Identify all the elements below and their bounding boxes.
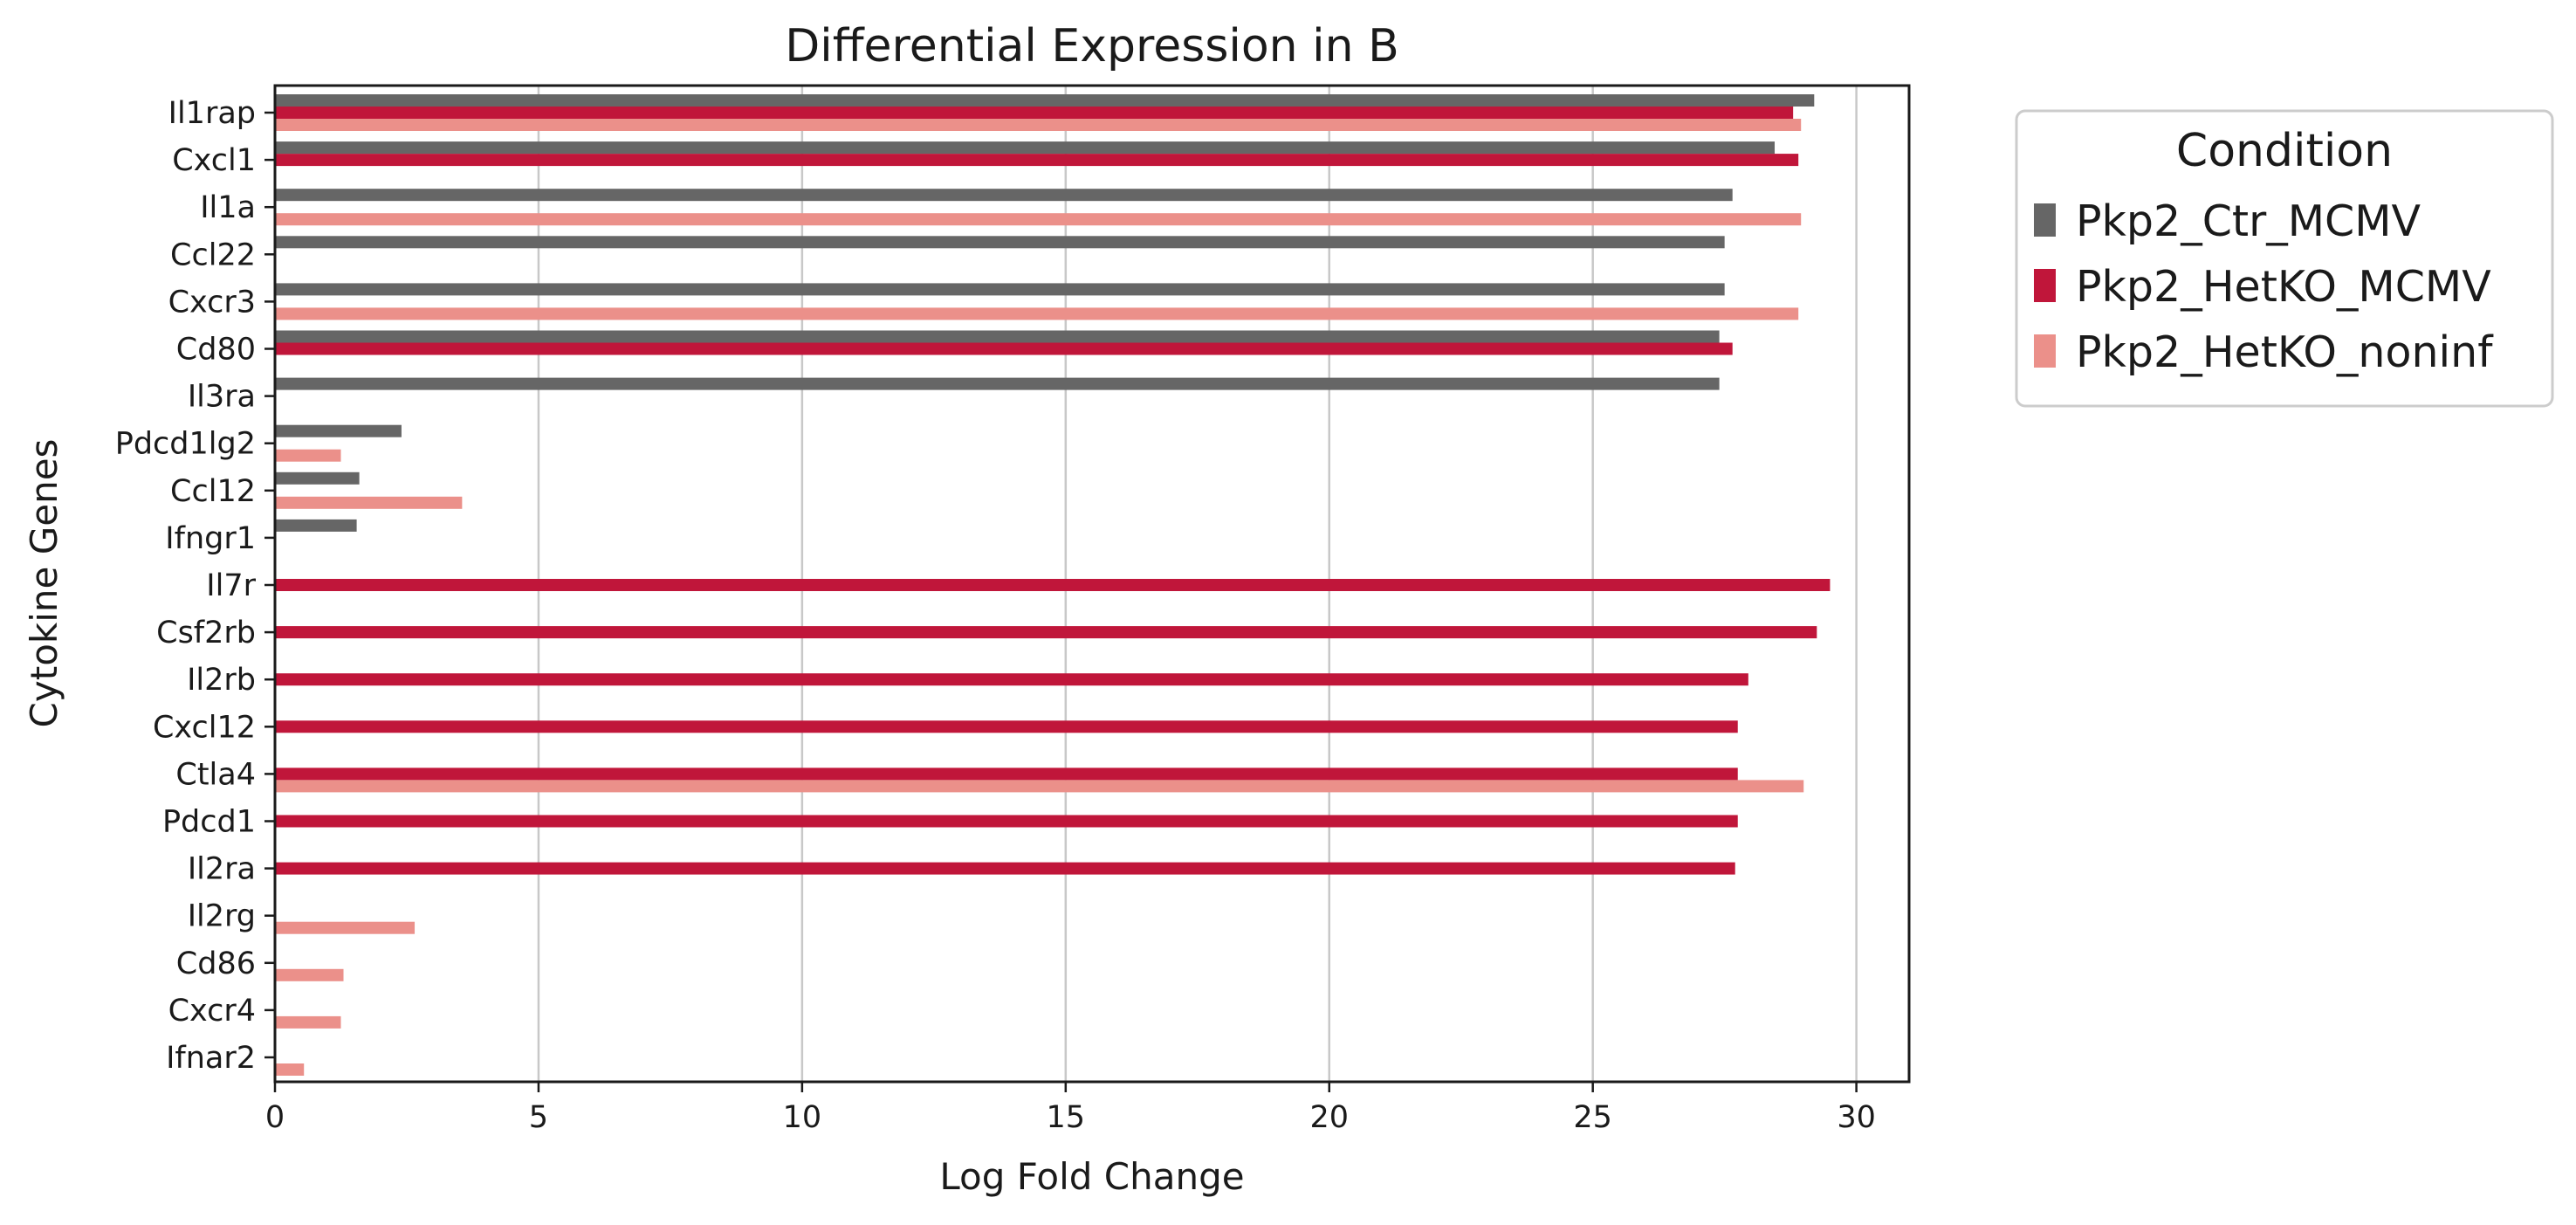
- bar-cd86-pkp2-hetko-noninf: [275, 968, 344, 981]
- bar-il1rap-pkp2-hetko-mcmv: [275, 107, 1794, 119]
- bar-pdcd1-pkp2-hetko-mcmv: [275, 815, 1738, 828]
- x-tick-label: 5: [529, 1100, 548, 1135]
- legend-swatch-pkp2-ctr-mcmv: [2034, 203, 2056, 237]
- y-tick-label: Il2ra: [188, 852, 256, 887]
- x-axis-ticks: 0 5 10 15 20 25 30: [265, 1082, 1876, 1135]
- y-tick-label: Cxcl1: [172, 143, 256, 178]
- legend-label: Pkp2_Ctr_MCMV: [2076, 196, 2421, 246]
- x-tick-label: 30: [1837, 1100, 1876, 1135]
- bar-csf2rb-pkp2-hetko-mcmv: [275, 626, 1817, 639]
- y-tick-label: Il1rap: [168, 96, 256, 131]
- bar-ccl22-pkp2-ctr-mcmv: [275, 236, 1725, 249]
- plot-frame: [273, 84, 1911, 1084]
- legend-label: Pkp2_HetKO_MCMV: [2076, 262, 2491, 312]
- y-tick-label: Ccl12: [170, 474, 256, 509]
- bar-il3ra-pkp2-ctr-mcmv: [275, 377, 1720, 390]
- y-tick-label: Cd86: [176, 946, 256, 981]
- y-tick-label: Csf2rb: [156, 616, 256, 650]
- x-tick-label: 25: [1573, 1100, 1612, 1135]
- bar-il1a-pkp2-ctr-mcmv: [275, 189, 1733, 202]
- bar-il7r-pkp2-hetko-mcmv: [275, 579, 1831, 591]
- legend-frame: [2015, 109, 2554, 408]
- y-tick-label: Pdcd1: [162, 805, 256, 840]
- y-tick-label: Il1a: [200, 190, 256, 225]
- x-tick-label: 0: [265, 1100, 285, 1135]
- legend: Condition Pkp2_Ctr_MCMVPkp2_HetKO_MCMVPk…: [2015, 109, 2554, 408]
- bar-cxcr3-pkp2-ctr-mcmv: [275, 283, 1725, 296]
- y-tick-label: Il3ra: [188, 380, 256, 415]
- bar-il2rg-pkp2-hetko-noninf: [275, 921, 416, 934]
- bar-il2rb-pkp2-hetko-mcmv: [275, 673, 1748, 686]
- x-tick-label: 10: [783, 1100, 822, 1135]
- bar-ccl12-pkp2-hetko-noninf: [275, 496, 463, 509]
- y-tick-label: Cxcr3: [168, 285, 256, 320]
- y-tick-label: Pdcd1lg2: [115, 427, 256, 462]
- bar-il1rap-pkp2-ctr-mcmv: [275, 94, 1815, 107]
- bar-cxcr4-pkp2-hetko-noninf: [275, 1015, 341, 1029]
- bar-il1rap-pkp2-hetko-noninf: [275, 119, 1802, 131]
- legend-label: Pkp2_HetKO_noninf: [2076, 327, 2494, 377]
- y-tick-label: Cxcl12: [153, 710, 256, 745]
- bar-ctla4-pkp2-hetko-mcmv: [275, 767, 1738, 781]
- legend-swatch-pkp2-hetko-noninf: [2034, 334, 2056, 368]
- bar-ifngr1-pkp2-ctr-mcmv: [275, 519, 357, 532]
- bar-pdcd1lg2-pkp2-ctr-mcmv: [275, 424, 402, 437]
- x-tick-label: 15: [1047, 1100, 1086, 1135]
- bar-pdcd1lg2-pkp2-hetko-noninf: [275, 449, 341, 462]
- bars: [275, 94, 1831, 1076]
- bar-il1a-pkp2-hetko-noninf: [275, 213, 1802, 226]
- y-axis-ticks: Il1rap Cxcl1 Il1a Ccl22 Cxcr3 Cd80 Il3ra Pdcd1l…: [115, 96, 275, 1076]
- y-tick-label: Ifnar2: [166, 1041, 256, 1076]
- y-tick-label: Il2rb: [187, 663, 256, 698]
- bar-cxcr3-pkp2-hetko-noninf: [275, 307, 1799, 320]
- bar-il2ra-pkp2-hetko-mcmv: [275, 862, 1735, 875]
- y-tick-label: Ctla4: [175, 757, 256, 792]
- y-tick-label: Il2rg: [188, 899, 256, 934]
- legend-title: Condition: [2176, 125, 2393, 177]
- bar-ctla4-pkp2-hetko-noninf: [275, 780, 1804, 793]
- bar-cxcl12-pkp2-hetko-mcmv: [275, 720, 1738, 733]
- legend-items: Pkp2_Ctr_MCMV Pkp2_HetKO_MCMV Pkp2_HetKO_n…: [2034, 196, 2494, 377]
- y-tick-label: Il7r: [206, 568, 256, 603]
- y-tick-label: Ifngr1: [165, 521, 256, 556]
- y-tick-label: Cxcr4: [168, 994, 256, 1029]
- bar-cd80-pkp2-ctr-mcmv: [275, 330, 1720, 343]
- bar-cd80-pkp2-hetko-mcmv: [275, 342, 1733, 355]
- bar-cxcl1-pkp2-hetko-mcmv: [275, 154, 1799, 167]
- x-tick-label: 20: [1309, 1100, 1349, 1135]
- bar-cxcl1-pkp2-ctr-mcmv: [275, 141, 1776, 155]
- legend-swatch-pkp2-hetko-mcmv: [2034, 269, 2056, 302]
- y-tick-label: Ccl22: [170, 237, 256, 272]
- bar-ccl12-pkp2-ctr-mcmv: [275, 471, 360, 485]
- y-axis-label: Cytokine Genes: [23, 439, 65, 728]
- chart-title: Differential Expression in B: [785, 20, 1399, 72]
- x-axis-label: Log Fold Change: [939, 1155, 1244, 1198]
- y-tick-label: Cd80: [176, 333, 256, 368]
- bar-ifnar2-pkp2-hetko-noninf: [275, 1063, 305, 1076]
